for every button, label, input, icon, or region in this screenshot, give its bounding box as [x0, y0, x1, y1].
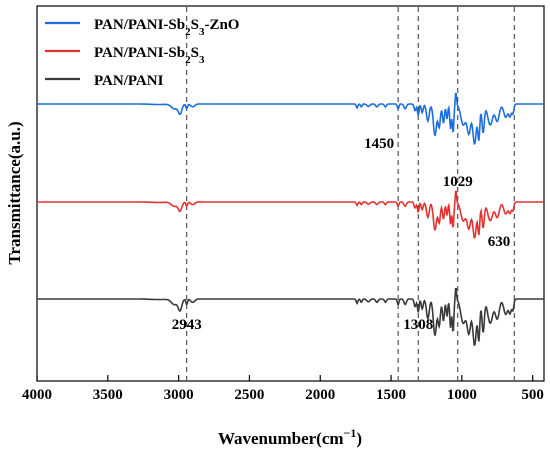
x-tick-label-0: 4000 [22, 387, 52, 403]
x-axis-title-close: ) [356, 429, 362, 448]
x-tick-label-4: 2000 [305, 387, 335, 403]
x-tick-label-3: 2500 [234, 387, 264, 403]
x-tick-label-2: 3000 [164, 387, 194, 403]
plot-frame [36, 5, 545, 382]
annotation-630: 630 [488, 234, 511, 250]
legend-label-0-part-4: -ZnO [204, 17, 239, 33]
annotation-1450: 1450 [364, 136, 394, 152]
legend-label-2: PAN/PANI [94, 73, 164, 89]
legend-label-2-part-0: PAN/PANI [94, 73, 164, 89]
reference-lines [186, 7, 515, 380]
x-axis-title-sup: −1 [344, 426, 357, 440]
series-line-2 [37, 287, 544, 347]
legend-label-1: PAN/PANI-Sb2S3 [94, 45, 205, 66]
y-axis-title: Transmittance(a.u.) [5, 121, 24, 264]
legend-label-0-part-2: S [191, 17, 199, 33]
series-line-1 [37, 190, 544, 239]
x-tick-label-5: 1500 [376, 387, 406, 403]
x-axis: 4000 3500 3000 2500 2000 1500 1000 500 [22, 375, 544, 403]
x-axis-title: Wavenumber(cm−1) [218, 426, 362, 448]
legend-label-0-part-1: 2 [185, 26, 191, 38]
legend-label-0: PAN/PANI-Sb2S3-ZnO [94, 17, 239, 38]
series-group [37, 92, 544, 347]
x-tick-label-7: 500 [521, 387, 544, 403]
x-tick-label-1: 3500 [93, 387, 123, 403]
annotation-2943: 2943 [172, 317, 202, 333]
legend-label-1-part-3: 3 [199, 54, 205, 66]
annotation-1029: 1029 [443, 174, 473, 190]
legend-label-0-part-3: 3 [199, 26, 205, 38]
annotation-1308: 1308 [403, 317, 433, 333]
legend-label-1-part-1: 2 [185, 54, 191, 66]
legend-label-0-part-0: PAN/PANI-Sb [94, 17, 185, 33]
x-axis-title-main: Wavenumber(cm [218, 429, 344, 448]
x-tick-label-6: 1000 [447, 387, 477, 403]
series-line-0 [37, 92, 544, 145]
legend-label-1-part-0: PAN/PANI-Sb [94, 45, 185, 61]
legend-label-1-part-2: S [191, 45, 199, 61]
peak-annotations: 1450 1029 630 2943 1308 [172, 136, 511, 333]
